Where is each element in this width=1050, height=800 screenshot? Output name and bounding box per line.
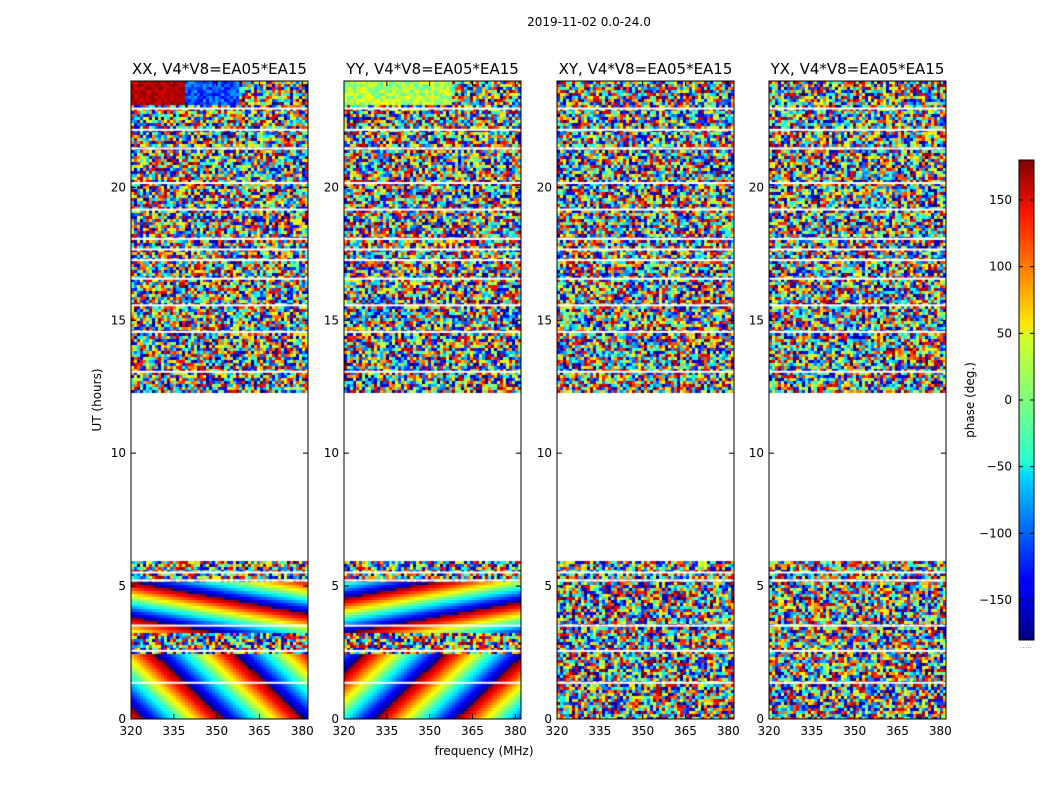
x-tick-label: 320 — [120, 724, 143, 738]
y-tick-label: 15 — [111, 313, 126, 327]
x-tick-label: 380 — [929, 724, 952, 738]
colorbar: 150 100 50 0 −50 −100 −150 phase (deg.) ..... — [963, 159, 1035, 650]
x-tick-label: 380 — [504, 724, 527, 738]
heatmap-image — [344, 81, 521, 719]
panel-yy: YY, V4*V8=EA05*EA15 320 335 350 365 380 0 5 10 15… — [324, 60, 527, 738]
y-tick-label: 15 — [324, 313, 339, 327]
x-tick-label: 365 — [461, 724, 484, 738]
panel-title: XX, V4*V8=EA05*EA15 — [132, 60, 307, 78]
y-tick-label: 5 — [756, 579, 764, 593]
colorbar-tick-label: 50 — [997, 326, 1012, 340]
y-tick-label: 0 — [544, 712, 552, 726]
axes-frame — [556, 80, 735, 720]
y-tick-label: 20 — [749, 180, 764, 194]
x-tick-label: 380 — [717, 724, 740, 738]
axes-frame — [130, 80, 309, 720]
x-tick-label: 320 — [333, 724, 356, 738]
panel-yx: YX, V4*V8=EA05*EA15 320 335 350 365 380 0 5 10 15… — [749, 60, 952, 738]
panel-title: XY, V4*V8=EA05*EA15 — [559, 60, 733, 78]
x-tick-label: 350 — [205, 724, 228, 738]
panel-title: YX, V4*V8=EA05*EA15 — [770, 60, 945, 78]
x-tick-label: 365 — [248, 724, 271, 738]
panel-xx: XX, V4*V8=EA05*EA15 320 335 350 365 380 0 5 10 15… — [111, 60, 314, 738]
x-tick-label: 335 — [588, 724, 611, 738]
y-tick-label: 0 — [756, 712, 764, 726]
x-tick-label: 320 — [758, 724, 781, 738]
x-tick-label: 350 — [418, 724, 441, 738]
y-tick-label: 20 — [537, 180, 552, 194]
axes-frame — [768, 80, 947, 720]
panels-group: XX, V4*V8=EA05*EA15 320 335 350 365 380 0 5 10 15… — [111, 60, 952, 738]
colorbar-tick-label: −50 — [987, 460, 1012, 474]
y-tick-label: 0 — [331, 712, 339, 726]
heatmap-image — [131, 81, 308, 719]
x-axis-label: frequency (MHz) — [434, 744, 533, 758]
x-tick-label: 365 — [886, 724, 909, 738]
y-tick-label: 10 — [537, 446, 552, 460]
panel-xy: XY, V4*V8=EA05*EA15 320 335 350 365 380 0 5 10 15… — [537, 60, 740, 738]
axes-frame — [343, 80, 522, 720]
x-tick-label: 335 — [162, 724, 185, 738]
x-tick-label: 380 — [291, 724, 314, 738]
y-tick-label: 20 — [324, 180, 339, 194]
panel-title: YY, V4*V8=EA05*EA15 — [345, 60, 519, 78]
y-tick-label: 10 — [111, 446, 126, 460]
colorbar-tick-label: −150 — [979, 593, 1012, 607]
heatmap-image — [769, 81, 946, 719]
y-tick-label: 10 — [324, 446, 339, 460]
x-tick-label: 350 — [631, 724, 654, 738]
colorbar-ticks: 150 100 50 0 −50 −100 −150 — [979, 193, 1034, 607]
y-tick-label: 5 — [118, 579, 126, 593]
y-axis-label: UT (hours) — [90, 368, 104, 431]
colorbar-label: phase (deg.) — [963, 362, 977, 438]
x-tick-label: 350 — [843, 724, 866, 738]
y-tick-label: 0 — [118, 712, 126, 726]
x-tick-label: 335 — [800, 724, 823, 738]
y-tick-label: 5 — [331, 579, 339, 593]
y-tick-label: 10 — [749, 446, 764, 460]
heatmap-image — [557, 81, 734, 719]
y-tick-label: 5 — [544, 579, 552, 593]
x-tick-label: 365 — [674, 724, 697, 738]
colorbar-tick-label: −100 — [979, 526, 1012, 540]
colorbar-tick-label: 0 — [1004, 393, 1012, 407]
colorbar-tick-label: 150 — [989, 193, 1012, 207]
figure-suptitle: 2019-11-02 0.0-24.0 — [527, 15, 651, 29]
x-tick-label: 335 — [375, 724, 398, 738]
y-tick-label: 15 — [749, 313, 764, 327]
y-tick-label: 15 — [537, 313, 552, 327]
x-tick-label: 320 — [546, 724, 569, 738]
colorbar-tick-label: 100 — [989, 260, 1012, 274]
y-tick-label: 20 — [111, 180, 126, 194]
colorbar-footnote: ..... — [1020, 641, 1033, 650]
